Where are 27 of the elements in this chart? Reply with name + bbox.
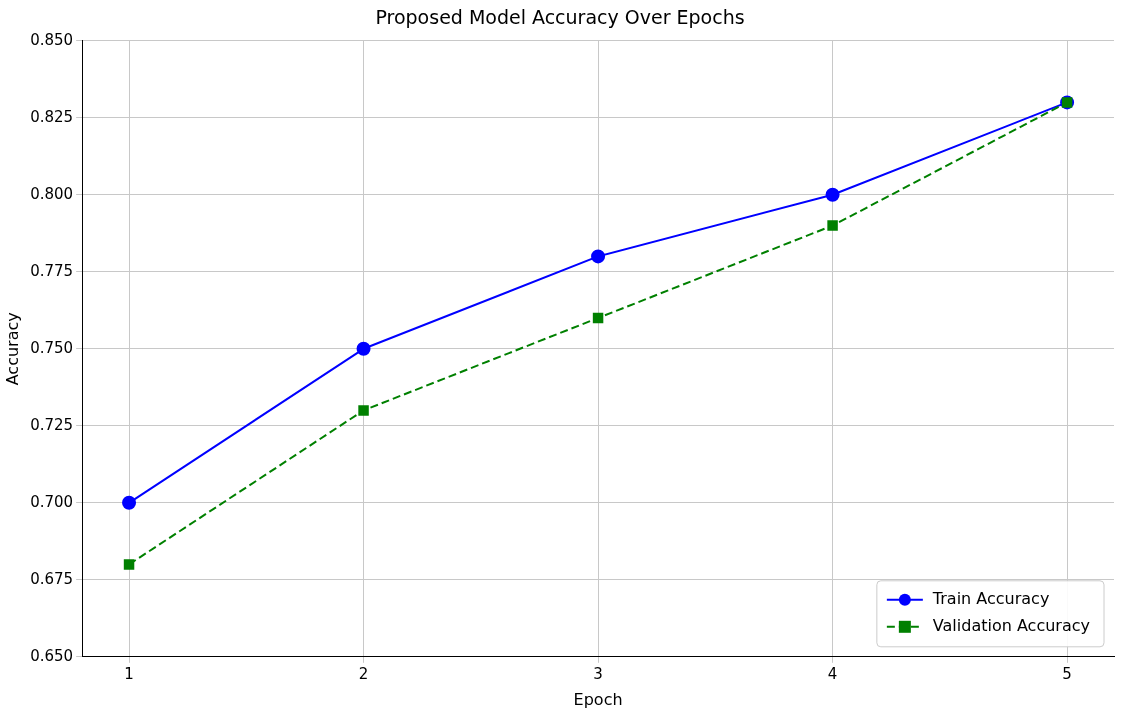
x-tick-label: 1	[124, 664, 134, 683]
y-tick-label: 0.700	[30, 492, 74, 511]
point	[591, 249, 606, 264]
y-tick-label: 0.800	[30, 184, 74, 203]
point	[123, 559, 135, 570]
y-tick-label: 0.725	[30, 415, 74, 434]
x-tick-label: 2	[358, 664, 369, 683]
x-tick-label: 5	[1062, 664, 1072, 683]
y-tick-label: 0.775	[30, 261, 74, 280]
chart-title: Proposed Model Accuracy Over Epochs	[375, 6, 745, 29]
y-tick-label: 0.675	[30, 569, 74, 588]
y-axis-title: Accuracy	[2, 312, 22, 386]
point	[356, 341, 371, 356]
legend-label: Validation Accuracy	[932, 615, 1090, 635]
point	[825, 187, 840, 202]
x-tick-label: 3	[593, 664, 603, 683]
y-tick-label: 0.850	[30, 30, 74, 49]
legend-label: Train Accuracy	[931, 588, 1050, 608]
y-tick-label: 0.650	[30, 646, 74, 665]
x-axis-title: Epoch	[573, 689, 623, 709]
point	[592, 312, 604, 324]
y-tick-label: 0.750	[30, 338, 74, 357]
x-tick-label: 4	[827, 664, 838, 683]
point	[122, 495, 137, 510]
point	[358, 405, 369, 416]
point	[827, 220, 838, 231]
y-tick-label: 0.825	[30, 107, 74, 126]
